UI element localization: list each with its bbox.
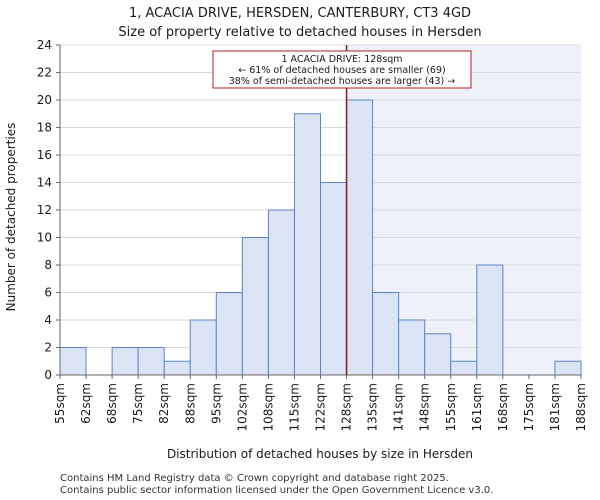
y-tick-label: 8 [44, 258, 52, 272]
y-tick-label: 18 [37, 121, 52, 135]
x-tick-label: 88sqm [183, 383, 197, 424]
footer-line-2: Contains public sector information licen… [60, 485, 494, 496]
histogram-bar [476, 264, 504, 376]
annotation-box [212, 50, 472, 89]
y-tick-label: 2 [44, 341, 52, 355]
x-tick-label: 175sqm [522, 383, 536, 431]
y-tick-label: 12 [37, 203, 52, 217]
x-tick-label: 115sqm [287, 383, 301, 431]
histogram-bar [189, 319, 217, 376]
histogram-bar [59, 347, 87, 376]
histogram-bar [215, 292, 243, 376]
histogram-bar [267, 209, 295, 376]
x-tick-label: 122sqm [314, 383, 328, 431]
annotation-line1: 1 ACACIA DRIVE: 128sqm [281, 54, 402, 65]
histogram-bar [111, 347, 139, 376]
y-tick-label: 14 [37, 176, 52, 190]
footer-line-1: Contains HM Land Registry data © Crown c… [60, 473, 449, 484]
y-tick-label: 10 [37, 231, 52, 245]
x-tick-label: 102sqm [235, 383, 249, 431]
x-tick-label: 161sqm [470, 383, 484, 431]
x-axis-label: Distribution of detached houses by size … [167, 447, 473, 461]
title-line-1: 1, ACACIA DRIVE, HERSDEN, CANTERBURY, CT… [128, 6, 472, 21]
x-tick-label: 148sqm [418, 383, 432, 431]
x-tick-label: 108sqm [261, 383, 275, 431]
histogram-bar [450, 360, 478, 376]
histogram-bar [163, 360, 191, 376]
histogram-bar [424, 333, 452, 376]
x-tick-label: 95sqm [209, 383, 223, 424]
chart-title: 1, ACACIA DRIVE, HERSDEN, CANTERBURY, CT… [0, 4, 600, 42]
histogram-bar [554, 360, 582, 376]
x-tick-label: 68sqm [105, 383, 119, 424]
histogram-bar [137, 347, 165, 376]
y-tick-label: 0 [44, 368, 52, 382]
y-tick-label: 6 [44, 286, 52, 300]
y-tick-label: 4 [44, 313, 52, 327]
histogram-bar [372, 292, 400, 376]
footer: Contains HM Land Registry data © Crown c… [60, 473, 493, 497]
annotation-line3: 38% of semi-detached houses are larger (… [229, 76, 456, 87]
histogram-bar [346, 99, 374, 376]
annotation-line2: ← 61% of detached houses are smaller (69… [238, 65, 445, 76]
x-tick-label: 55sqm [53, 383, 67, 424]
histogram-bar [293, 113, 322, 376]
x-tick-label: 155sqm [444, 383, 458, 431]
y-tick-label: 22 [37, 66, 52, 80]
histogram-bar [320, 182, 348, 376]
y-tick-label: 24 [37, 38, 52, 52]
x-tick-label: 82sqm [157, 383, 171, 424]
x-tick-label: 181sqm [548, 383, 562, 431]
x-tick-label: 62sqm [79, 383, 93, 424]
y-tick-label: 16 [37, 148, 52, 162]
y-tick-label: 20 [37, 93, 52, 107]
y-axis-label: Number of detached properties [4, 123, 18, 312]
x-tick-label: 168sqm [496, 383, 510, 431]
x-tick-label: 128sqm [340, 383, 354, 431]
histogram-bar [241, 237, 269, 376]
histogram-bar [398, 319, 426, 376]
title-line-2: Size of property relative to detached ho… [118, 25, 482, 40]
x-tick-label: 135sqm [366, 383, 380, 431]
x-tick-label: 141sqm [392, 383, 406, 431]
x-tick-label: 188sqm [574, 383, 588, 431]
x-tick-label: 75sqm [131, 383, 145, 424]
